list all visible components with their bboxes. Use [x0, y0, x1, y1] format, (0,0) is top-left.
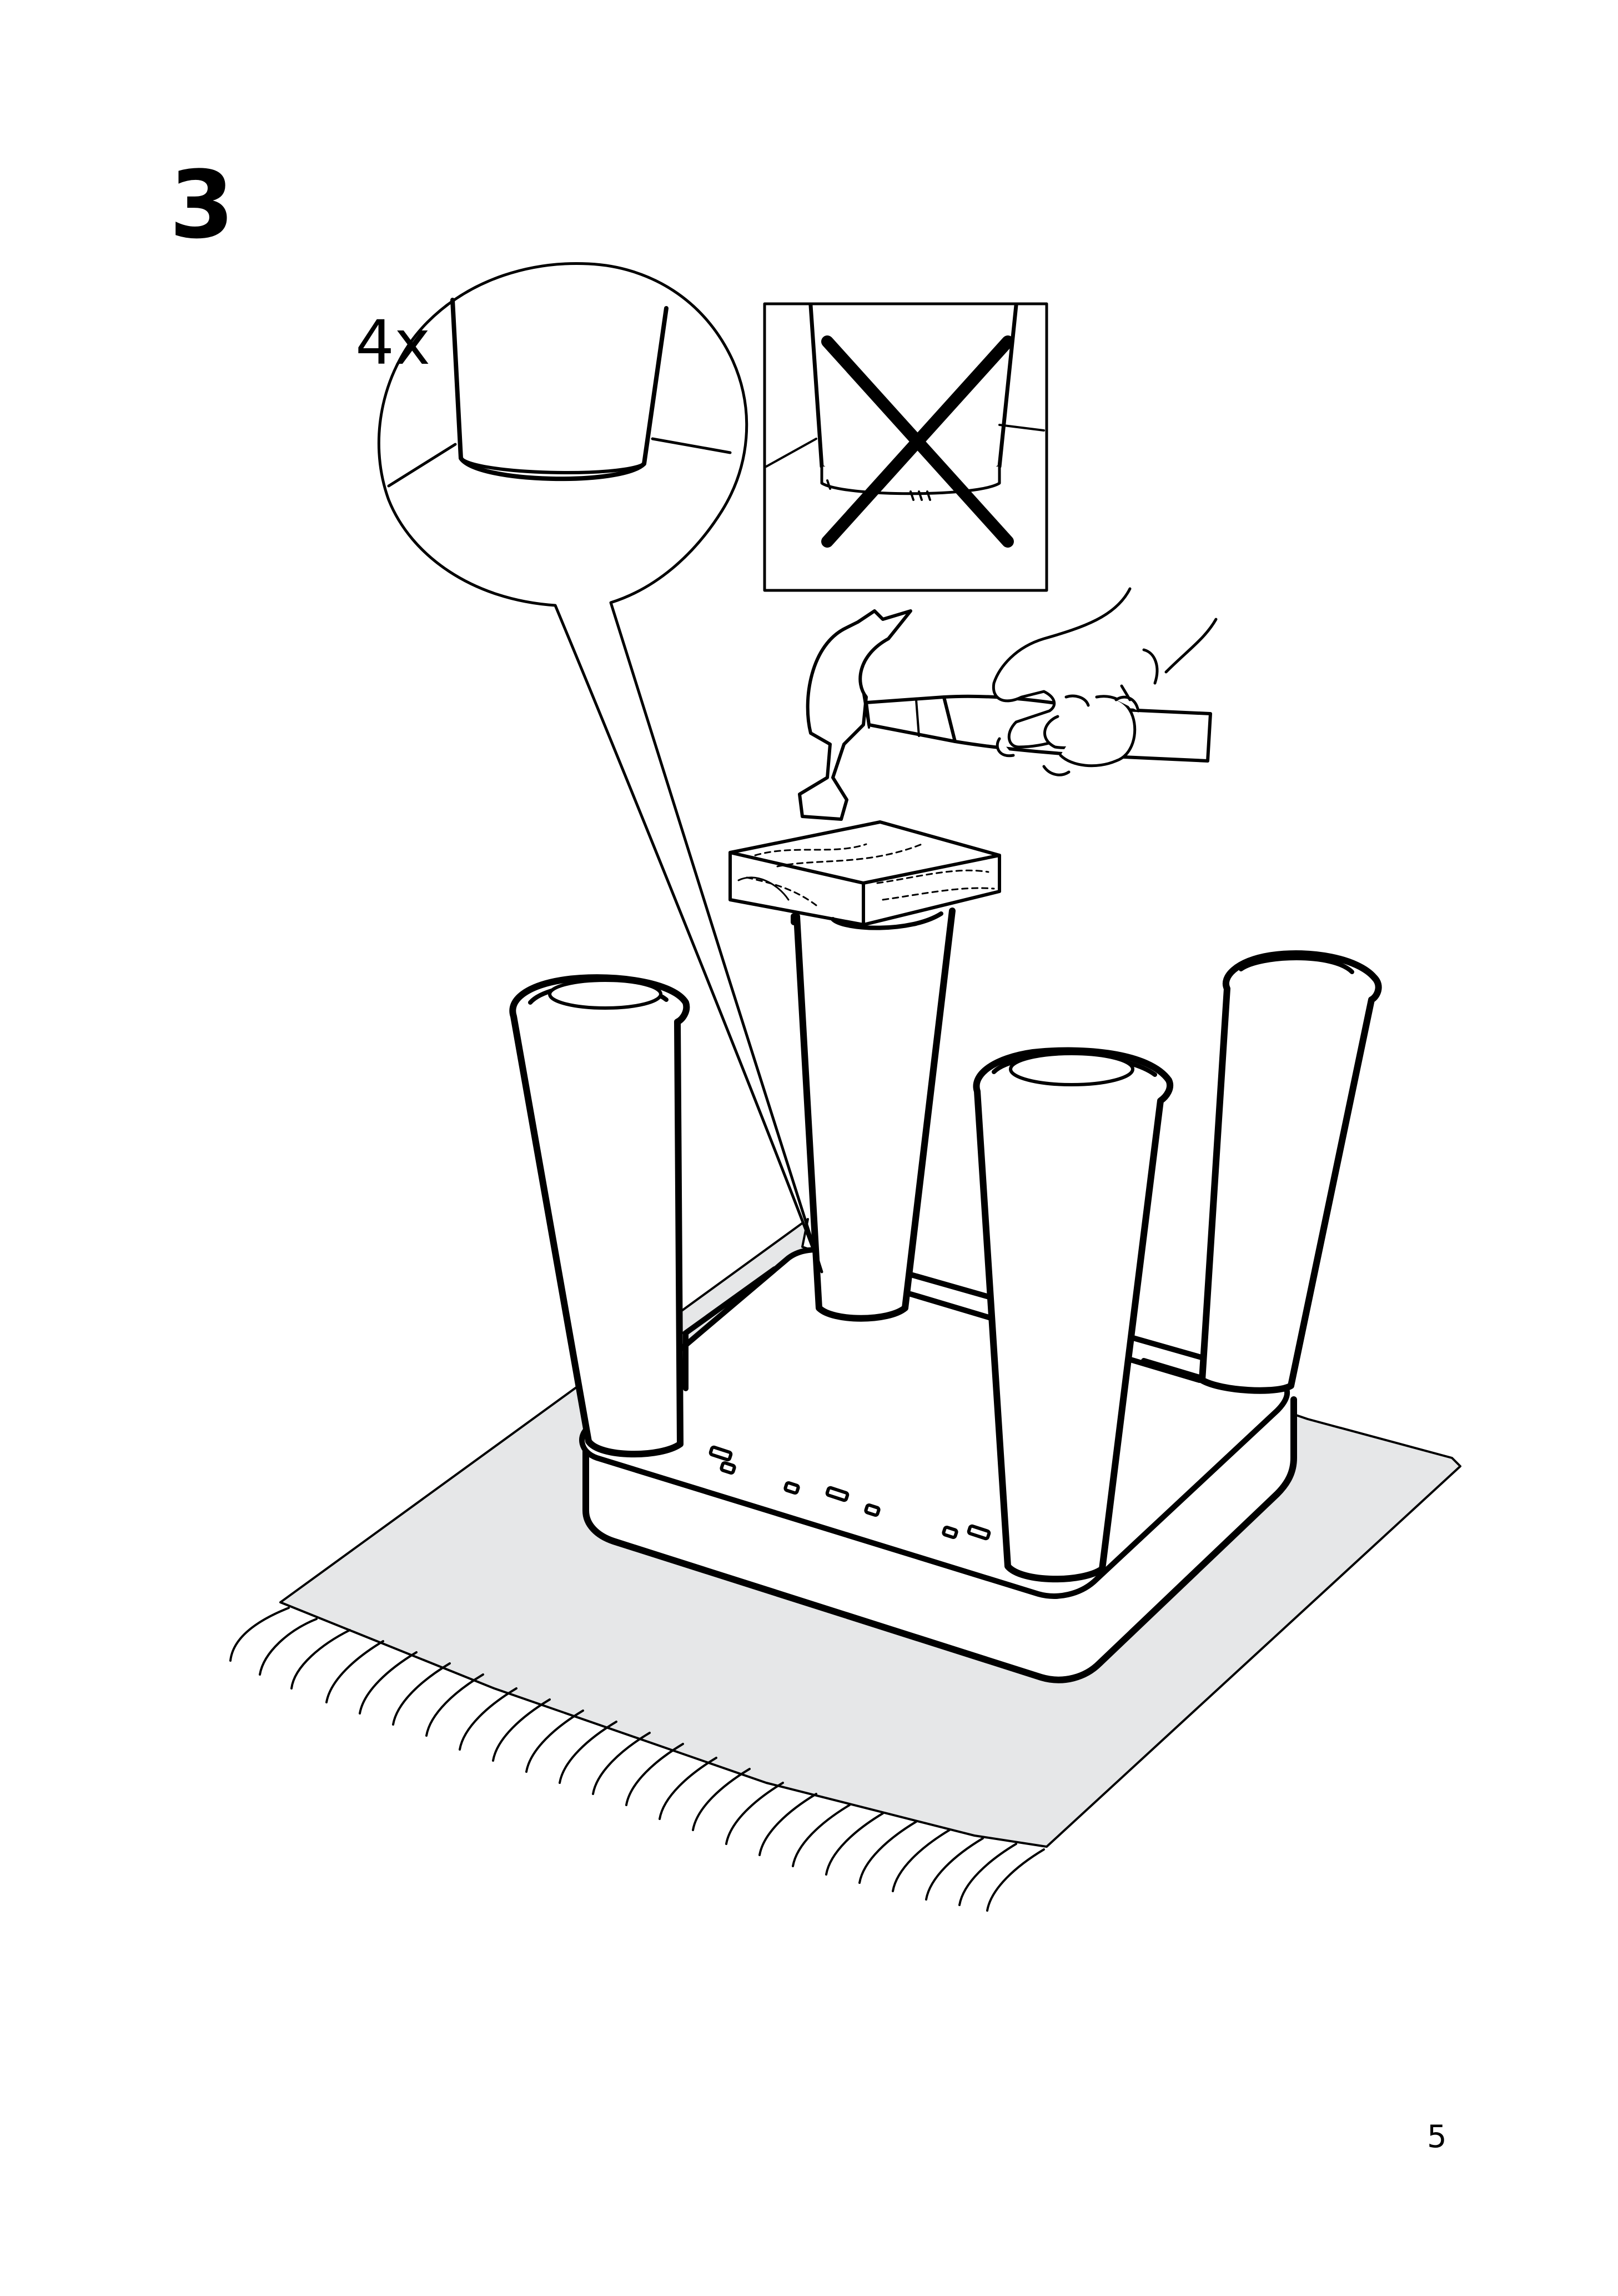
hammer-icon: [798, 609, 1212, 821]
magnifier-detail-icon: [377, 262, 823, 1274]
step-number: 3: [169, 151, 234, 259]
page-number: 5: [1427, 2119, 1447, 2155]
wood-block-icon: [728, 820, 1001, 930]
hand-icon: [992, 587, 1218, 776]
stool-legs-illustration: [509, 908, 1382, 1583]
quantity-label: 4x: [355, 307, 430, 378]
wrong-way-cross-icon: [763, 302, 1048, 592]
